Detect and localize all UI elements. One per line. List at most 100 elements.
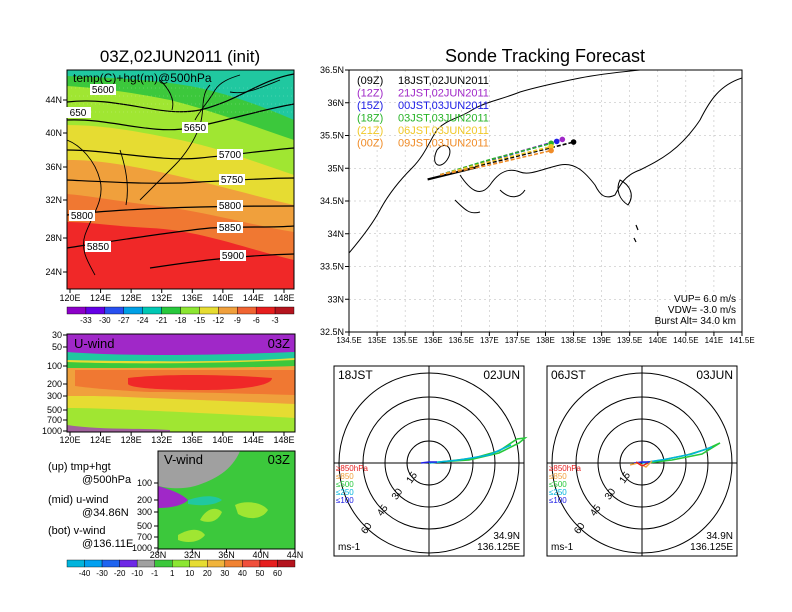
v-y-tick-label: 500 <box>137 521 152 531</box>
note-bot: (bot) v-wind <box>48 525 105 537</box>
wind-colorbar: -40 -30 -20 -10 -1 1 10 20 30 40 50 60 <box>66 559 296 578</box>
u-y-tick-label: 300 <box>47 391 62 401</box>
colorbar-swatch <box>66 306 87 315</box>
note-up: (up) tmp+hgt <box>48 461 111 473</box>
colorbar-label: 10 <box>185 569 194 578</box>
map-x-tick-label: 120E <box>59 293 80 303</box>
v-y-tick-label: 1000 <box>132 543 152 553</box>
hodograph-lon: 136.125E <box>477 542 520 553</box>
colorbar-swatch <box>255 306 276 315</box>
note-bot-2: @136.11E <box>82 538 133 550</box>
colorbar-swatch <box>104 306 124 315</box>
hodograph-left-label: 06JST <box>551 368 586 382</box>
tracking-y-ticks: 36.5N 36N 35.5N 35N 34.5N 34N 33.5N 33N 32.5N <box>320 65 349 337</box>
track-x-tick-label: 134.5E <box>336 336 361 345</box>
contour-label: 5900 <box>222 251 245 262</box>
hodograph-trace <box>635 461 649 467</box>
v-x-tick-label: 28N <box>150 550 167 560</box>
u-y-tick-label: 1000 <box>42 426 62 436</box>
legend-label: 00JST,03JUN2011 <box>398 100 489 112</box>
track-y-tick-label: 35N <box>327 163 344 173</box>
colorbar-label: -1 <box>151 569 159 578</box>
contour-label-bg <box>90 84 116 95</box>
colorbar-label: 30 <box>220 569 229 578</box>
map-y-tick-label: 40N <box>45 128 62 138</box>
tracking-legend: (09Z) 18JST,02JUN2011 (12Z) 21JST,02JUN2011… <box>357 75 489 150</box>
v-y-tick-label: 100 <box>137 478 152 488</box>
map-x-tick-label: 132E <box>151 293 172 303</box>
map-title: 03Z,02JUN2011 (init) <box>100 47 260 66</box>
map-x-ticks: 120E 124E 128E 132E 136E 140E 144E 148E <box>59 289 295 303</box>
u-y-tick-label: 30 <box>52 330 62 340</box>
colorbar-label: -6 <box>253 316 261 325</box>
contour-label: 5700 <box>219 150 242 161</box>
track-x-tick-label: 140.5E <box>673 336 698 345</box>
contour-label-bg <box>217 200 243 211</box>
colorbar-swatch <box>180 306 200 315</box>
tracking-title: Sonde Tracking Forecast <box>445 46 645 66</box>
track-y-tick-label: 36N <box>327 98 344 108</box>
colorbar-label: -12 <box>213 316 225 325</box>
colorbar-swatch <box>123 306 143 315</box>
contour-label-bg <box>217 149 243 160</box>
pressure-label: ≤100 <box>336 496 354 505</box>
u-x-tick-label: 140E <box>212 435 233 445</box>
u-y-tick-label: 200 <box>47 379 62 389</box>
v-x-tick-label: 44N <box>287 550 304 560</box>
hodograph-trace <box>420 461 437 464</box>
hodograph-06jst: 06JST 03JUN15304560≥850hPa≤850≤500≤250≤10… <box>546 365 738 557</box>
track-y-tick-label: 33.5N <box>320 262 344 272</box>
contour-label: 5650 <box>184 123 207 134</box>
trajectory-line <box>440 149 552 176</box>
colorbar-swatch <box>101 559 120 568</box>
map-y-tick-label: 24N <box>45 267 62 277</box>
map-y-tick-label: 36N <box>45 162 62 172</box>
trajectory-endpoint <box>559 136 566 143</box>
track-x-tick-label: 135E <box>368 336 387 345</box>
v-wind-label: V-wind <box>164 452 203 467</box>
track-x-tick-label: 141.5E <box>729 336 754 345</box>
hodograph-18jst: 18JST 02JUN15304560≥850hPa≤850≤500≤250≤10… <box>333 365 528 557</box>
u-x-tick-label: 144E <box>243 435 264 445</box>
legend-label: 09JST,03JUN2011 <box>398 138 489 150</box>
u-wind-label: U-wind <box>74 336 114 351</box>
colorbar-label: -15 <box>194 316 206 325</box>
u-x-tick-label: 128E <box>121 435 142 445</box>
hodograph-lat: 34.9N <box>706 531 733 542</box>
contour-labels: 5600 650 5650 5700 5750 5800 5800 5850 5850 5900 <box>65 84 246 262</box>
trajectory-endpoint <box>548 143 554 150</box>
u-x-tick-label: 148E <box>273 435 294 445</box>
colorbar-swatch <box>199 306 219 315</box>
colorbar-swatch <box>119 559 138 568</box>
v-x-tick-label: 32N <box>184 550 201 560</box>
pressure-label: ≤250 <box>549 488 567 497</box>
u-y-tick-label: 500 <box>47 405 62 415</box>
legend-label: 06JST,03JUN2011 <box>398 125 489 137</box>
colorbar-label: 60 <box>273 569 282 578</box>
pressure-label: ≤850 <box>549 472 567 481</box>
v-wind-field <box>158 451 295 549</box>
u-x-tick-label: 120E <box>59 435 80 445</box>
u-x-tick-label: 136E <box>182 435 203 445</box>
track-x-tick-label: 140E <box>648 336 667 345</box>
map-y-ticks: 44N 40N 36N 32N 28N 24N <box>45 95 67 277</box>
colorbar-swatch <box>274 306 295 315</box>
u-wind-time: 03Z <box>268 336 290 351</box>
track-x-tick-label: 135.5E <box>392 336 417 345</box>
map-x-tick-label: 136E <box>182 293 203 303</box>
trajectory-lines <box>427 136 577 181</box>
pressure-label: ≤500 <box>336 480 354 489</box>
note-mid-2: @34.86N <box>82 507 129 519</box>
u-y-tick-label: 50 <box>52 342 62 352</box>
trajectory-line <box>439 142 552 176</box>
colorbar-swatch <box>66 559 85 568</box>
contour-label-bg <box>69 210 95 221</box>
temperature-field <box>67 70 294 289</box>
colorbar-label: -30 <box>99 316 111 325</box>
map-annotation: temp(C)+hgt(m)@500hPa <box>73 71 212 85</box>
pressure-label: ≤250 <box>336 488 354 497</box>
contour-label: 5800 <box>71 211 94 222</box>
colorbar-label: -24 <box>137 316 149 325</box>
